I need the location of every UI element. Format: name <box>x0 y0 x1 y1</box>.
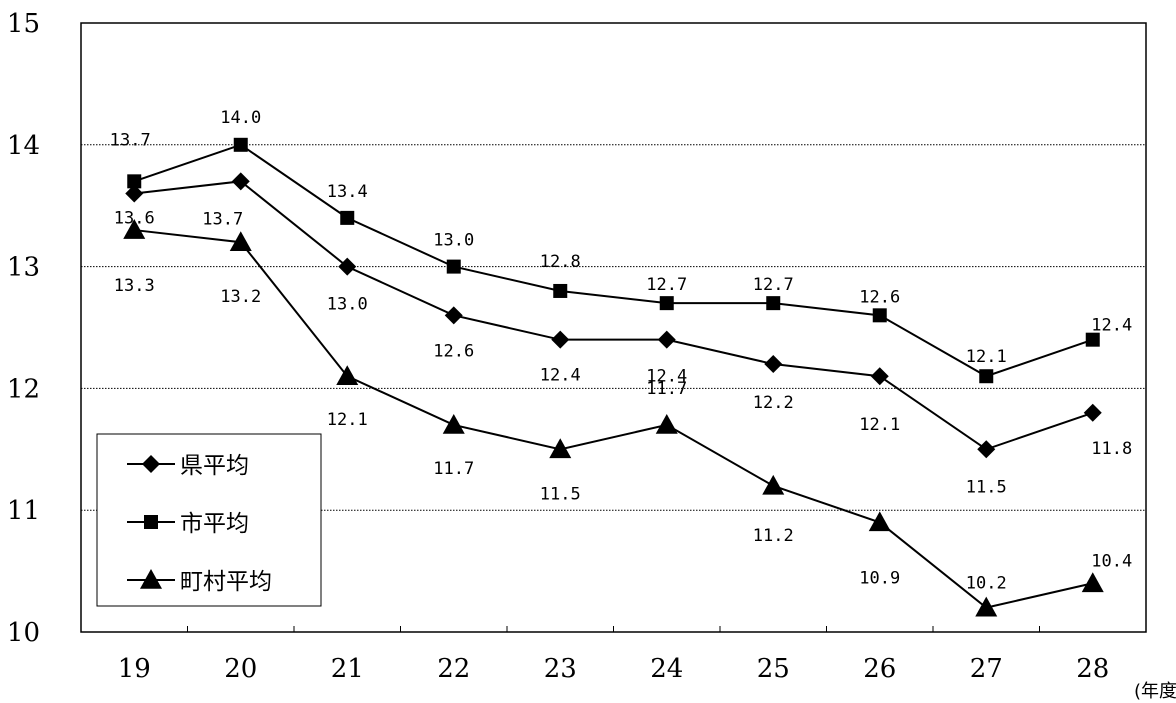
data-label: 11.8 <box>1091 439 1132 459</box>
data-label: 12.7 <box>646 275 687 295</box>
data-point-triangle <box>762 474 785 495</box>
data-label: 13.7 <box>110 130 151 150</box>
data-point-diamond <box>764 355 783 374</box>
data-point-triangle <box>655 413 678 434</box>
data-point-diamond <box>870 367 889 386</box>
x-tick-label: 22 <box>437 654 470 684</box>
data-point-triangle <box>975 596 998 617</box>
data-label: 13.2 <box>220 287 261 307</box>
legend-box <box>96 433 322 607</box>
x-tick-label: 28 <box>1076 654 1109 684</box>
data-label: 13.3 <box>114 276 155 296</box>
y-tick-label: 11 <box>7 496 40 526</box>
data-label: 12.7 <box>753 275 794 295</box>
x-tick-label: 25 <box>757 654 790 684</box>
data-point-square <box>233 137 248 152</box>
data-point-triangle <box>442 413 465 434</box>
data-label: 12.4 <box>646 367 687 387</box>
data-label: 12.8 <box>540 252 581 272</box>
x-tick-label: 21 <box>331 654 364 684</box>
x-tick-label: 20 <box>224 654 257 684</box>
data-point-diamond <box>1083 403 1102 422</box>
data-label: 13.4 <box>327 182 368 202</box>
data-point-square <box>340 210 355 225</box>
data-label: 10.9 <box>859 568 900 588</box>
data-label: 12.4 <box>1091 316 1132 336</box>
data-label: 12.1 <box>327 410 368 430</box>
data-point-square <box>553 283 568 298</box>
legend-marker-diamond <box>142 455 160 473</box>
y-tick-label: 12 <box>7 374 40 404</box>
axes: 10 11 12 13 14 15 19 20 21 22 23 24 25 26 27 28 <box>7 9 1109 684</box>
x-tick-label: 19 <box>118 654 151 684</box>
data-label: 12.6 <box>433 341 474 361</box>
data-point-square <box>1085 332 1100 347</box>
data-point-square <box>446 259 461 274</box>
y-tick-label: 10 <box>7 618 40 648</box>
legend-label: 市平均 <box>180 511 249 537</box>
data-point-diamond <box>444 306 463 325</box>
y-tick-label: 15 <box>7 9 40 39</box>
data-label: 13.7 <box>202 209 243 229</box>
data-label: 13.0 <box>433 231 474 251</box>
data-point-square <box>872 308 887 323</box>
series-line-square <box>133 143 1094 378</box>
data-point-diamond <box>977 440 996 459</box>
data-label: 12.2 <box>753 393 794 413</box>
data-label: 11.7 <box>646 379 687 399</box>
series-line-triangle <box>134 229 1093 609</box>
data-point-diamond <box>338 257 357 276</box>
legend-label: 町村平均 <box>180 569 272 595</box>
data-point-triangle <box>229 231 252 252</box>
data-label: 12.1 <box>859 415 900 435</box>
data-label: 11.5 <box>966 477 1007 497</box>
data-point-triangle <box>336 365 359 386</box>
x-axis-unit: (年度) <box>1134 681 1176 702</box>
data-point-diamond <box>551 330 570 349</box>
data-label: 13.0 <box>327 295 368 315</box>
data-point-triangle <box>549 438 572 459</box>
legend-label: 県平均 <box>180 453 249 479</box>
x-tick-label: 26 <box>863 654 896 684</box>
data-point-square <box>979 369 994 384</box>
data-label: 12.1 <box>966 347 1007 367</box>
legend-marker-triangle <box>140 569 162 589</box>
data-label: 11.7 <box>433 459 474 479</box>
x-tick-label: 23 <box>544 654 577 684</box>
y-tick-label: 14 <box>7 131 40 161</box>
x-tick-label: 27 <box>970 654 1003 684</box>
data-label: 14.0 <box>220 108 261 128</box>
data-point-square <box>127 174 142 189</box>
series-line-diamond <box>134 180 1094 451</box>
y-tick-label: 13 <box>7 253 40 283</box>
data-label: 12.4 <box>540 366 581 386</box>
data-label: 12.6 <box>859 287 900 307</box>
data-point-triangle <box>868 511 891 532</box>
data-label: 10.2 <box>966 574 1007 594</box>
data-point-diamond <box>125 184 144 203</box>
data-label: 11.2 <box>753 526 794 546</box>
data-label: 10.4 <box>1091 551 1132 571</box>
legend-marker-square <box>144 515 158 529</box>
data-label: 13.6 <box>114 209 155 229</box>
data-point-square <box>659 296 674 311</box>
x-tick-label: 24 <box>650 654 683 684</box>
data-point-triangle <box>123 219 146 239</box>
data-point-triangle <box>1081 572 1104 593</box>
data-point-square <box>766 296 781 311</box>
data-point-diamond <box>657 330 676 349</box>
data-label: 11.5 <box>540 484 581 504</box>
data-point-diamond <box>231 172 250 191</box>
series <box>123 137 1104 617</box>
data-labels: 13.6 13.7 13.0 12.6 12.4 12.4 12.2 12.1 11.5 11.8… <box>110 108 1132 594</box>
